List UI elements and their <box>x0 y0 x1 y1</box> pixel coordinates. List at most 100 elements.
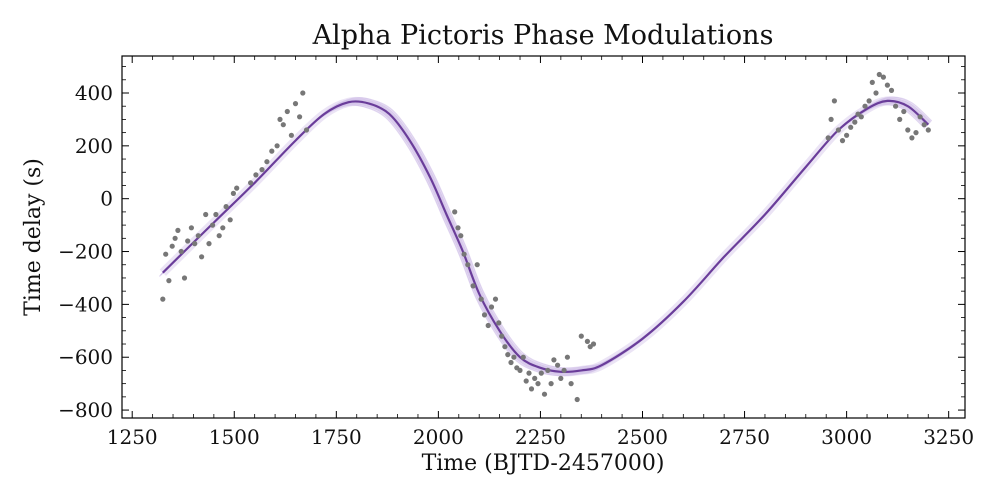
data-point <box>921 122 927 128</box>
x-tick-label: 1500 <box>209 425 260 449</box>
data-point <box>203 211 209 218</box>
data-point <box>465 262 471 268</box>
data-point <box>488 304 495 310</box>
fit-sample-curve <box>163 98 930 372</box>
data-point <box>831 98 838 104</box>
data-point <box>858 114 864 120</box>
data-point <box>452 209 458 215</box>
data-point <box>551 357 557 363</box>
data-point <box>284 108 290 115</box>
data-point <box>195 233 201 239</box>
data-point <box>499 333 505 339</box>
x-axis-label: Time (BJTD-2457000) <box>422 451 665 476</box>
data-point <box>227 217 233 223</box>
data-point <box>839 138 846 144</box>
data-point <box>561 367 567 373</box>
data-point <box>461 251 467 257</box>
data-point <box>897 116 903 122</box>
data-point <box>862 103 868 109</box>
data-point <box>259 167 265 173</box>
data-point <box>568 381 574 387</box>
data-point <box>555 362 561 368</box>
data-point <box>532 375 538 381</box>
data-point <box>548 381 554 387</box>
data-point <box>181 275 188 281</box>
data-point <box>901 108 907 115</box>
data-point <box>264 159 270 165</box>
data-point <box>584 338 591 344</box>
data-point <box>913 130 919 136</box>
data-point <box>578 333 584 339</box>
data-point <box>545 367 551 373</box>
data-point <box>274 143 280 149</box>
data-point <box>866 98 872 104</box>
data-point <box>538 370 544 376</box>
data-point <box>248 180 254 186</box>
x-tick-label: 1250 <box>107 425 158 449</box>
data-point <box>169 243 175 249</box>
data-point <box>526 370 532 376</box>
y-tick-label: −600 <box>58 345 113 369</box>
data-point <box>481 312 488 318</box>
fit-curve <box>162 99 930 374</box>
data-point <box>185 238 191 244</box>
data-point <box>873 90 879 96</box>
y-tick-label: −200 <box>58 240 113 264</box>
data-point <box>574 396 580 403</box>
data-point <box>160 296 166 302</box>
data-point <box>253 172 259 178</box>
data-point <box>884 82 891 88</box>
data-point <box>163 251 169 257</box>
x-tick-label: 2000 <box>413 425 464 449</box>
fit-sample-curve <box>161 101 928 374</box>
x-tick-label: 3000 <box>821 425 872 449</box>
y-tick-label: 200 <box>75 134 113 158</box>
data-point <box>909 135 915 141</box>
data-point <box>492 296 499 302</box>
x-tick-label: 1750 <box>311 425 362 449</box>
data-point <box>888 87 895 93</box>
axes: 1250 1500 1750 2000 2250 2500 2750 3000 3250−800… <box>58 55 974 449</box>
data-point <box>216 233 222 239</box>
data-point <box>590 341 597 347</box>
data-point <box>893 103 899 109</box>
data-point <box>528 386 535 392</box>
data-point <box>917 114 923 120</box>
data-point <box>880 74 887 80</box>
data-point <box>220 225 226 231</box>
data-point <box>300 90 306 96</box>
fit-sample-curve <box>164 97 931 371</box>
y-tick-label: −400 <box>58 292 113 316</box>
data-point <box>277 116 283 122</box>
data-point <box>478 296 484 302</box>
data-point <box>175 227 181 233</box>
data-point <box>166 278 172 284</box>
data-point <box>455 225 461 231</box>
data-point <box>223 204 229 210</box>
fit-sample-curve <box>165 96 933 369</box>
data-point <box>925 127 931 133</box>
data-point <box>905 127 911 133</box>
data-point <box>517 367 523 373</box>
data-point <box>192 241 198 247</box>
data-point <box>844 132 850 138</box>
data-point <box>852 119 858 125</box>
data-point <box>502 344 508 350</box>
data-point <box>230 190 236 196</box>
data-point <box>474 262 480 268</box>
x-tick-label: 2250 <box>515 425 566 449</box>
data-point <box>234 185 240 191</box>
data-point <box>520 354 526 360</box>
y-tick-label: 400 <box>75 81 113 105</box>
fit-uncertainty-band <box>158 96 933 377</box>
data-point <box>564 354 571 360</box>
fit-sample-curve <box>158 103 926 377</box>
data-point <box>178 248 184 255</box>
data-point <box>458 233 464 239</box>
data-point <box>292 101 299 107</box>
data-point <box>213 211 219 218</box>
data-point <box>303 127 310 133</box>
data-point <box>511 354 517 360</box>
data-point <box>828 116 834 122</box>
